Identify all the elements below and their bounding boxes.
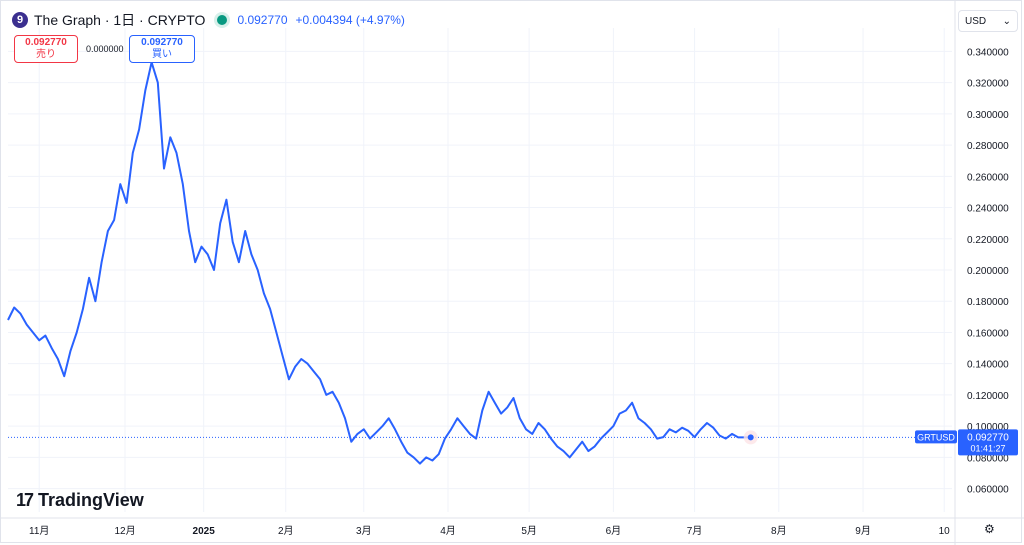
tradingview-logo[interactable]: 17 TradingView	[16, 490, 144, 511]
buy-label: 買い	[152, 49, 172, 60]
y-tick-label: 0.080000	[967, 453, 1009, 464]
settings-gear-icon[interactable]: ⚙	[984, 522, 995, 536]
buy-price: 0.092770	[141, 37, 183, 48]
x-tick-label: 4月	[440, 525, 456, 537]
x-tick-label: 3月	[356, 525, 372, 537]
header-last-price: 0.092770	[237, 13, 288, 27]
x-tick-label: 10	[939, 526, 951, 537]
y-tick-label: 0.260000	[967, 172, 1009, 183]
y-tick-label: 0.120000	[967, 391, 1009, 402]
spread-value: 0.000000	[86, 44, 124, 54]
x-tick-label: 12月	[114, 525, 135, 537]
sell-button[interactable]: 0.092770 売り	[14, 35, 78, 63]
symbol-tag: GRTUSD	[917, 432, 955, 442]
symbol-tag-bg	[915, 430, 957, 444]
x-tick-label: 2025	[193, 526, 216, 537]
x-tick-label: 8月	[771, 525, 787, 537]
symbol-title: The Graph · 1日 · CRYPTO	[34, 12, 206, 28]
x-tick-label: 5月	[521, 525, 537, 537]
y-tick-label: 0.180000	[967, 297, 1009, 308]
y-tick-label: 0.300000	[967, 110, 1009, 121]
price-tag-value: 0.092770	[967, 432, 1009, 443]
x-tick-label: 6月	[606, 525, 622, 537]
price-line-series	[7, 61, 751, 465]
price-tag-bg	[958, 429, 1018, 456]
currency-select-value: USD	[965, 15, 987, 27]
y-tick-label: 0.160000	[967, 328, 1009, 339]
y-tick-label: 0.200000	[967, 266, 1009, 277]
buy-button[interactable]: 0.092770 買い	[129, 35, 195, 63]
header-change: +0.004394 (+4.97%)	[295, 13, 405, 27]
x-tick-label: 9月	[855, 525, 871, 537]
last-point-marker	[747, 434, 754, 441]
y-tick-label: 0.220000	[967, 235, 1009, 246]
price-tag-countdown: 01:41:27	[970, 443, 1005, 453]
the-graph-coin-icon: 9	[12, 12, 28, 28]
chevron-down-icon: ⌄	[1002, 15, 1011, 27]
x-tick-label: 2月	[278, 525, 294, 537]
y-tick-label: 0.140000	[967, 360, 1009, 371]
symbol-header[interactable]: 9 The Graph · 1日 · CRYPTO 0.092770 +0.00…	[12, 10, 405, 30]
x-tick-label: 7月	[687, 525, 703, 537]
y-tick-label: 0.240000	[967, 204, 1009, 215]
brand-name: TradingView	[38, 490, 144, 510]
sell-label: 売り	[36, 49, 56, 60]
y-tick-label: 0.340000	[967, 47, 1009, 58]
x-tick-label: 11月	[29, 525, 49, 537]
market-open-icon	[217, 15, 228, 25]
currency-select[interactable]: USD ⌄	[958, 10, 1018, 32]
y-tick-label: 0.320000	[967, 79, 1009, 90]
tradingview-mark-icon: 17	[16, 490, 34, 510]
y-tick-label: 0.280000	[967, 141, 1009, 152]
sell-price: 0.092770	[25, 37, 67, 48]
y-tick-label: 0.100000	[967, 422, 1009, 433]
y-tick-label: 0.060000	[967, 485, 1009, 496]
